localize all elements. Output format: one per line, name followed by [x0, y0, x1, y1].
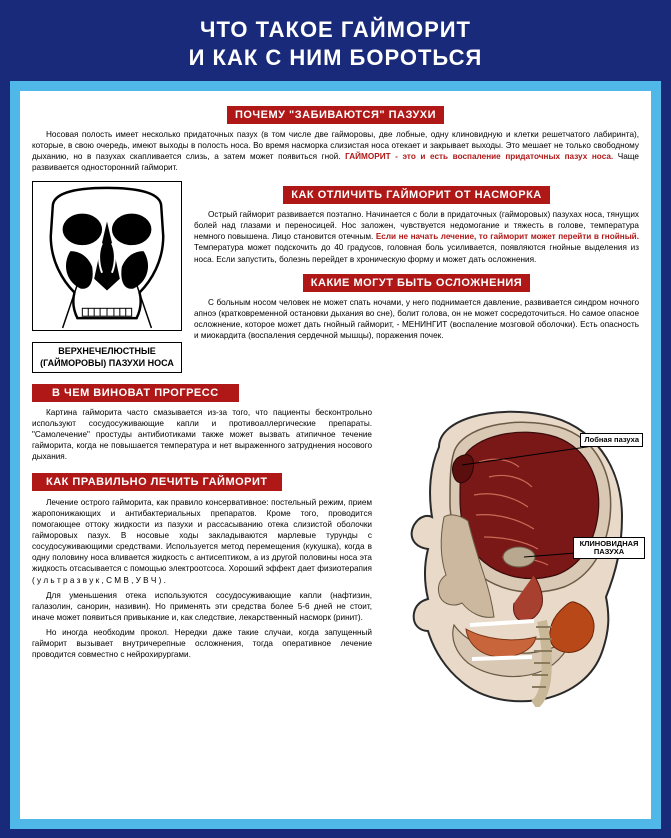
s1-text-hl: ГАЙМОРИТ - это и есть воспаление придато…: [345, 152, 613, 161]
s1-header: ПОЧЕМУ "ЗАБИВАЮТСЯ" ПАЗУХИ: [227, 106, 444, 124]
callout-frontal: Лобная пазуха: [580, 433, 643, 447]
paper: ПОЧЕМУ "ЗАБИВАЮТСЯ" ПАЗУХИ Носовая полос…: [20, 91, 651, 819]
sinus-diagram-icon: [32, 181, 182, 331]
s2-text-b: Температура может подскочить до 40 граду…: [194, 243, 639, 263]
main-title: ЧТО ТАКОЕ ГАЙМОРИТ И КАК С НИМ БОРОТЬСЯ: [10, 10, 661, 81]
callout-sphenoid: КЛИНОВИДНАЯ ПАЗУХА: [573, 537, 645, 560]
s3-text: С больным носом человек не может спать н…: [194, 297, 639, 341]
s5-header-row: КАК ПРАВИЛЬНО ЛЕЧИТЬ ГАЙМОРИТ: [32, 472, 372, 491]
s4-header-row: В ЧЕМ ВИНОВАТ ПРОГРЕСС: [32, 383, 639, 402]
s5-p2: Для уменьшения отека используются сосудо…: [32, 590, 372, 623]
title-line1: ЧТО ТАКОЕ ГАЙМОРИТ: [10, 16, 661, 44]
s4-text: Картина гайморита часто смазывается из-з…: [32, 407, 372, 462]
s2-text-hl: Если не начать лечение, то гайморит може…: [376, 232, 639, 241]
title-line2: И КАК С НИМ БОРОТЬСЯ: [10, 44, 661, 72]
outer-frame: ЧТО ТАКОЕ ГАЙМОРИТ И КАК С НИМ БОРОТЬСЯ …: [0, 0, 671, 838]
s5-header: КАК ПРАВИЛЬНО ЛЕЧИТЬ ГАЙМОРИТ: [32, 473, 282, 491]
row-head: Картина гайморита часто смазывается из-з…: [32, 407, 639, 712]
s2-header: КАК ОТЛИЧИТЬ ГАЙМОРИТ ОТ НАСМОРКА: [283, 186, 549, 204]
head-diagram-box: Лобная пазуха КЛИНОВИДНАЯ ПАЗУХА: [384, 407, 639, 712]
s4-header: В ЧЕМ ВИНОВАТ ПРОГРЕСС: [32, 384, 239, 402]
s2-text: Острый гайморит развивается поэтапно. На…: [194, 209, 639, 264]
s1-header-row: ПОЧЕМУ "ЗАБИВАЮТСЯ" ПАЗУХИ: [32, 105, 639, 124]
sinus-caption: ВЕРХНЕЧЕЛЮСТНЫЕ (ГАЙМОРОВЫ) ПАЗУХИ НОСА: [32, 342, 182, 373]
col-s2s3: КАК ОТЛИЧИТЬ ГАЙМОРИТ ОТ НАСМОРКА Острый…: [194, 181, 639, 373]
row-sinus: ВЕРХНЕЧЕЛЮСТНЫЕ (ГАЙМОРОВЫ) ПАЗУХИ НОСА …: [32, 181, 639, 373]
s5-p3: Но иногда необходим прокол. Нередки даже…: [32, 627, 372, 660]
cyan-panel: ПОЧЕМУ "ЗАБИВАЮТСЯ" ПАЗУХИ Носовая полос…: [10, 81, 661, 829]
s2-header-row: КАК ОТЛИЧИТЬ ГАЙМОРИТ ОТ НАСМОРКА: [194, 185, 639, 204]
s5-p1: Лечение острого гайморита, как правило к…: [32, 497, 372, 586]
s1-text: Носовая полость имеет несколько придаточ…: [32, 129, 639, 173]
s3-header: КАКИЕ МОГУТ БЫТЬ ОСЛОЖНЕНИЯ: [303, 274, 530, 292]
col-s4s5: Картина гайморита часто смазывается из-з…: [32, 407, 372, 712]
s3-header-row: КАКИЕ МОГУТ БЫТЬ ОСЛОЖНЕНИЯ: [194, 273, 639, 292]
sinus-diagram-box: ВЕРХНЕЧЕЛЮСТНЫЕ (ГАЙМОРОВЫ) ПАЗУХИ НОСА: [32, 181, 182, 373]
